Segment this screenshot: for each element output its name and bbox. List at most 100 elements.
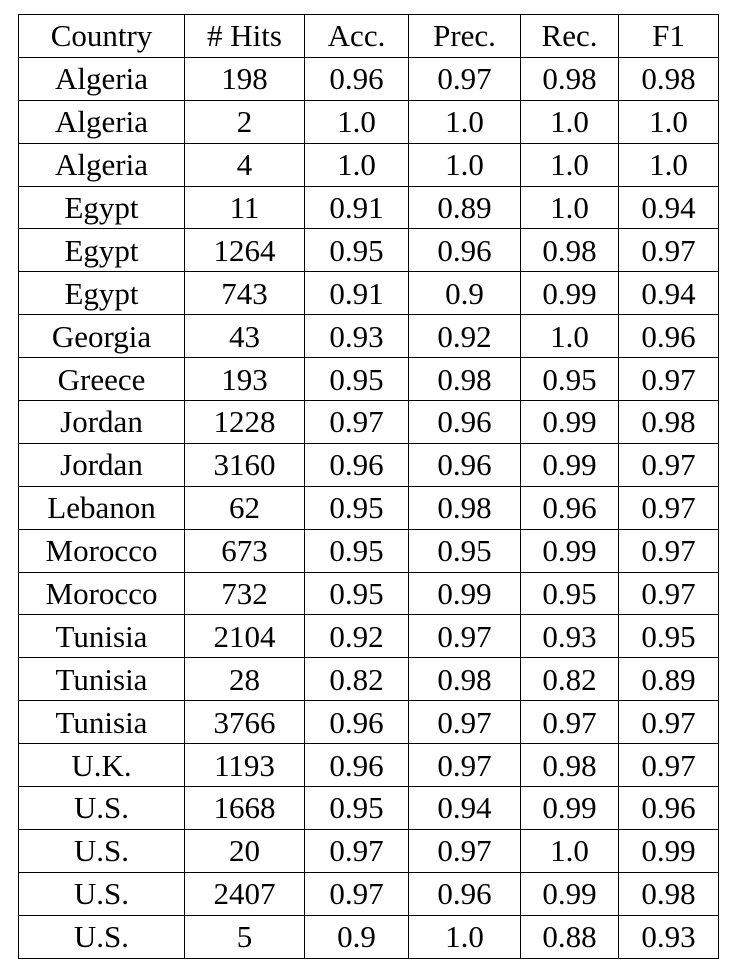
cell-precision: 0.96 <box>408 871 521 916</box>
cell-precision: 0.89 <box>408 185 521 230</box>
cell-precision: 0.97 <box>408 828 521 873</box>
cell-f1: 0.94 <box>618 185 719 230</box>
cell-precision: 0.97 <box>408 700 521 745</box>
cell-country: Lebanon <box>18 485 185 530</box>
cell-country: U.S. <box>18 871 185 916</box>
results-table-container: Country # Hits Acc. Prec. Rec. F1 Algeria 198 0… <box>18 14 719 959</box>
table-body: Algeria 198 0.96 0.97 0.98 0.98 Algeria 2 1.0 1.0… <box>18 56 719 959</box>
cell-accuracy: 0.82 <box>304 657 409 702</box>
column-header-precision: Prec. <box>408 14 521 58</box>
cell-country: U.S. <box>18 786 185 830</box>
cell-recall: 0.98 <box>520 743 619 788</box>
cell-hits: 732 <box>184 571 305 616</box>
cell-f1: 0.94 <box>618 271 719 316</box>
cell-hits: 28 <box>184 657 305 702</box>
cell-accuracy: 0.92 <box>304 614 409 659</box>
cell-hits: 193 <box>184 357 305 402</box>
table-row: Algeria 2 1.0 1.0 1.0 1.0 <box>18 99 719 144</box>
cell-accuracy: 0.97 <box>304 400 409 444</box>
cell-f1: 0.99 <box>618 828 719 873</box>
column-header-accuracy: Acc. <box>304 14 409 58</box>
cell-recall: 1.0 <box>520 99 619 144</box>
cell-accuracy: 0.95 <box>304 228 409 273</box>
cell-country: Jordan <box>18 400 185 444</box>
cell-country: Algeria <box>18 56 185 101</box>
table-row: U.S. 1668 0.95 0.94 0.99 0.96 <box>18 786 719 830</box>
cell-hits: 2104 <box>184 614 305 659</box>
column-header-recall: Rec. <box>520 14 619 58</box>
cell-precision: 1.0 <box>408 99 521 144</box>
cell-hits: 198 <box>184 56 305 101</box>
cell-recall: 0.98 <box>520 56 619 101</box>
cell-hits: 3160 <box>184 442 305 487</box>
cell-recall: 0.97 <box>520 700 619 745</box>
cell-hits: 1193 <box>184 743 305 788</box>
cell-country: Tunisia <box>18 700 185 745</box>
cell-accuracy: 0.95 <box>304 528 409 573</box>
cell-hits: 20 <box>184 828 305 873</box>
cell-accuracy: 0.96 <box>304 743 409 788</box>
cell-recall: 1.0 <box>520 828 619 873</box>
cell-accuracy: 0.9 <box>304 914 409 959</box>
table-row: U.S. 5 0.9 1.0 0.88 0.93 <box>18 914 719 959</box>
cell-hits: 1228 <box>184 400 305 444</box>
cell-f1: 0.98 <box>618 56 719 101</box>
cell-country: Egypt <box>18 271 185 316</box>
cell-f1: 0.98 <box>618 871 719 916</box>
cell-accuracy: 0.96 <box>304 442 409 487</box>
table-row: Algeria 4 1.0 1.0 1.0 1.0 <box>18 142 719 187</box>
table-row: Tunisia 2104 0.92 0.97 0.93 0.95 <box>18 614 719 659</box>
column-header-country: Country <box>18 14 185 58</box>
table-row: Georgia 43 0.93 0.92 1.0 0.96 <box>18 314 719 359</box>
cell-f1: 0.89 <box>618 657 719 702</box>
cell-precision: 0.94 <box>408 786 521 830</box>
cell-f1: 0.97 <box>618 485 719 530</box>
table-row: Morocco 673 0.95 0.95 0.99 0.97 <box>18 528 719 573</box>
cell-country: Morocco <box>18 571 185 616</box>
cell-country: U.S. <box>18 828 185 873</box>
cell-accuracy: 0.95 <box>304 485 409 530</box>
cell-accuracy: 0.97 <box>304 828 409 873</box>
cell-hits: 4 <box>184 142 305 187</box>
cell-precision: 0.9 <box>408 271 521 316</box>
cell-precision: 0.97 <box>408 56 521 101</box>
cell-recall: 1.0 <box>520 185 619 230</box>
cell-accuracy: 1.0 <box>304 99 409 144</box>
cell-recall: 0.98 <box>520 228 619 273</box>
cell-precision: 0.95 <box>408 528 521 573</box>
table-row: U.S. 2407 0.97 0.96 0.99 0.98 <box>18 871 719 916</box>
table-row: Egypt 743 0.91 0.9 0.99 0.94 <box>18 271 719 316</box>
cell-hits: 62 <box>184 485 305 530</box>
cell-hits: 5 <box>184 914 305 959</box>
cell-country: Algeria <box>18 142 185 187</box>
cell-precision: 0.97 <box>408 743 521 788</box>
cell-f1: 0.97 <box>618 357 719 402</box>
cell-recall: 0.82 <box>520 657 619 702</box>
cell-hits: 1668 <box>184 786 305 830</box>
cell-hits: 743 <box>184 271 305 316</box>
cell-accuracy: 0.95 <box>304 357 409 402</box>
cell-hits: 11 <box>184 185 305 230</box>
cell-f1: 0.97 <box>618 571 719 616</box>
cell-accuracy: 0.96 <box>304 700 409 745</box>
cell-country: Georgia <box>18 314 185 359</box>
cell-precision: 0.96 <box>408 400 521 444</box>
table-row: Algeria 198 0.96 0.97 0.98 0.98 <box>18 56 719 101</box>
cell-recall: 0.93 <box>520 614 619 659</box>
cell-accuracy: 0.91 <box>304 185 409 230</box>
cell-country: Egypt <box>18 185 185 230</box>
cell-f1: 0.96 <box>618 786 719 830</box>
cell-country: Algeria <box>18 99 185 144</box>
cell-recall: 0.95 <box>520 571 619 616</box>
cell-hits: 43 <box>184 314 305 359</box>
cell-recall: 0.88 <box>520 914 619 959</box>
cell-recall: 0.99 <box>520 871 619 916</box>
cell-accuracy: 0.91 <box>304 271 409 316</box>
cell-f1: 0.97 <box>618 700 719 745</box>
cell-precision: 1.0 <box>408 914 521 959</box>
cell-country: Greece <box>18 357 185 402</box>
cell-country: U.K. <box>18 743 185 788</box>
results-table: Country # Hits Acc. Prec. Rec. F1 Algeria 198 0… <box>18 14 719 959</box>
cell-precision: 0.98 <box>408 485 521 530</box>
cell-recall: 0.95 <box>520 357 619 402</box>
